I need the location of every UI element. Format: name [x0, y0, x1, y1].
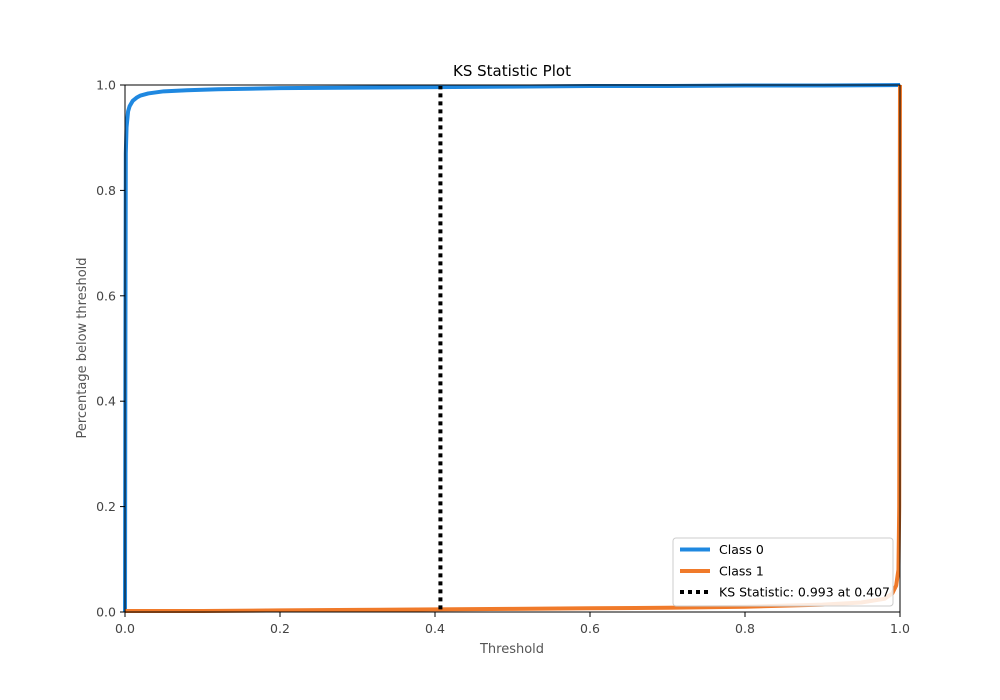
- legend-label-class-0: Class 0: [719, 542, 764, 557]
- plot-frame: [124, 84, 901, 613]
- y-axis-label: Percentage below threshold: [75, 257, 90, 438]
- x-tick-label: 0.4: [425, 621, 445, 636]
- y-tick-label: 1.0: [96, 78, 116, 93]
- x-tick-label: 0.6: [580, 621, 600, 636]
- x-axis-label: Threshold: [479, 642, 544, 657]
- legend-label-ks-statistic: KS Statistic: 0.993 at 0.407: [719, 585, 890, 600]
- series-line-class-1: [125, 84, 902, 613]
- plot-lines: [123, 83, 902, 613]
- x-tick-label: 0.0: [115, 621, 135, 636]
- legend-box: [672, 537, 894, 607]
- y-tick-label: 0.4: [96, 394, 116, 409]
- x-tick-label: 0.8: [735, 621, 755, 636]
- chart-title: KS Statistic Plot: [453, 62, 571, 80]
- y-tick-label: 0.2: [96, 499, 116, 514]
- x-tick-label: 1.0: [890, 621, 910, 636]
- series-line-class-0: [123, 83, 901, 613]
- y-tick-label: 0.6: [96, 288, 116, 303]
- y-axis-ticks: 0.0 0.2 0.4 0.6 0.8 1.0: [96, 78, 125, 620]
- legend-label-class-1: Class 1: [719, 564, 764, 579]
- y-tick-label: 0.0: [96, 605, 116, 620]
- x-axis-ticks: 0.0 0.2 0.4 0.6 0.8 1.0: [115, 612, 910, 636]
- legend: Class 0 Class 1 KS Statistic: 0.993 at 0…: [672, 537, 894, 607]
- x-tick-label: 0.2: [270, 621, 290, 636]
- y-tick-label: 0.8: [96, 183, 116, 198]
